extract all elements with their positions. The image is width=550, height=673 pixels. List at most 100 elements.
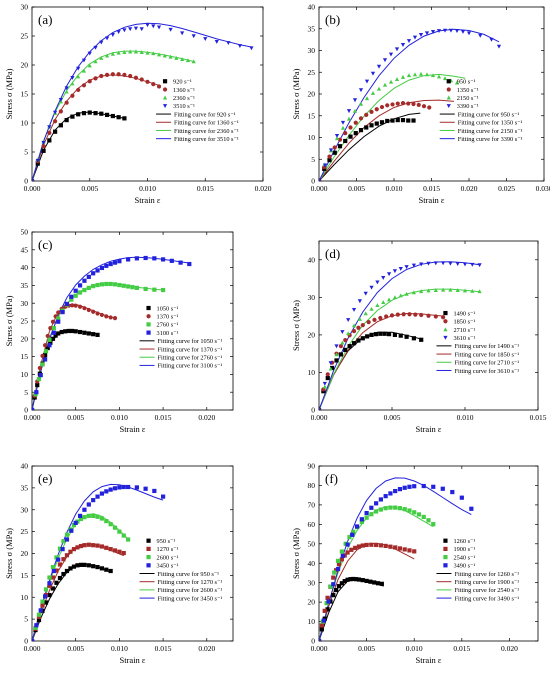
data-point <box>57 546 63 551</box>
data-point <box>356 577 362 582</box>
data-point <box>64 301 70 307</box>
data-point <box>99 491 105 496</box>
data-point <box>348 577 353 582</box>
data-point <box>339 549 344 554</box>
data-point <box>421 514 426 520</box>
data-point <box>400 118 406 123</box>
data-point <box>388 544 393 549</box>
legend-label: 1360 s⁻¹ <box>173 87 195 94</box>
data-point <box>87 63 92 68</box>
y-tick-label: 5 <box>311 155 315 164</box>
data-point <box>40 599 45 604</box>
data-point <box>121 550 126 556</box>
data-point <box>160 257 166 262</box>
data-point <box>86 563 91 568</box>
y-tick-label: 0 <box>311 177 315 186</box>
data-point <box>359 517 364 522</box>
x-tick-label: 0.015 <box>197 184 214 193</box>
data-point <box>353 120 358 125</box>
data-point <box>122 116 127 121</box>
data-point <box>328 361 333 366</box>
data-point <box>81 83 87 88</box>
data-point <box>47 125 52 130</box>
data-point <box>319 627 324 632</box>
legend-marker <box>446 79 451 84</box>
data-point <box>372 317 377 322</box>
data-point <box>151 82 156 87</box>
data-point <box>71 547 77 552</box>
y-tick-label: 10 <box>21 370 29 379</box>
data-point <box>412 510 417 515</box>
data-point <box>466 31 472 36</box>
legend-label: 2710 s⁻¹ <box>453 327 475 334</box>
legend-marker <box>146 305 151 311</box>
legend-marker <box>443 538 448 543</box>
data-point <box>87 110 92 115</box>
x-tick-label: 0.000 <box>24 413 41 422</box>
data-point <box>407 312 412 317</box>
data-point <box>369 332 374 337</box>
data-point <box>363 311 368 316</box>
x-tick-label: 0.010 <box>406 644 423 653</box>
legend-label: 1900 s⁻¹ <box>453 546 475 553</box>
legend-label: Fitting curve for 2710 s⁻¹ <box>454 360 519 367</box>
chart-panel-d: 0.000 0.005 0.010 0.015 0 10 20 30 40 Strain ε Str… <box>291 240 547 434</box>
data-point <box>431 484 436 489</box>
data-point <box>394 77 400 81</box>
legend-label: 2150 s⁻¹ <box>457 95 479 102</box>
x-tick-label: 0.000 <box>24 644 41 653</box>
y-tick-label: 25 <box>21 317 29 326</box>
data-point <box>433 261 438 266</box>
data-point <box>351 323 357 328</box>
data-point <box>50 336 56 341</box>
data-point <box>87 79 92 84</box>
data-point <box>91 332 96 337</box>
data-point <box>160 494 166 499</box>
data-point <box>126 257 131 262</box>
data-point <box>357 317 362 321</box>
data-point <box>462 262 468 267</box>
data-point <box>392 332 398 337</box>
data-point <box>358 101 364 106</box>
plot-frame <box>31 6 264 182</box>
data-point <box>36 612 42 617</box>
data-point <box>325 375 330 381</box>
data-point <box>412 72 418 77</box>
data-point <box>60 547 65 552</box>
data-point <box>418 33 424 37</box>
data-point <box>339 581 344 586</box>
x-tick-label: 0.020 <box>501 644 518 653</box>
y-tick-label: 20 <box>21 549 29 558</box>
data-point <box>325 372 330 377</box>
y-tick-label: 20 <box>21 61 29 70</box>
data-point <box>477 289 482 294</box>
data-point <box>340 125 346 130</box>
x-axis-label: Strain ε <box>416 424 442 434</box>
data-point <box>47 138 52 143</box>
data-point <box>64 118 69 123</box>
data-point <box>168 27 173 32</box>
data-point <box>351 341 357 346</box>
data-point <box>69 528 74 533</box>
data-point <box>108 281 113 287</box>
data-point <box>406 73 412 78</box>
data-point <box>374 542 379 548</box>
data-point <box>78 516 84 522</box>
legend-label: 1260 s⁻¹ <box>453 538 475 545</box>
data-point <box>81 58 87 63</box>
legend-label: Fitting curve for 3610 s⁻¹ <box>454 368 519 375</box>
y-tick-label: 50 <box>308 539 316 548</box>
data-point <box>325 607 330 612</box>
data-point <box>66 328 71 334</box>
data-point <box>133 26 139 31</box>
data-point <box>441 315 446 320</box>
data-point <box>370 91 376 95</box>
legend-marker <box>446 95 451 100</box>
legend-label: 2600 s⁻¹ <box>157 554 179 561</box>
y-axis-label: Stress σ (MPa) <box>291 528 301 579</box>
data-point <box>359 519 364 525</box>
data-point <box>411 336 416 341</box>
data-point <box>86 542 91 547</box>
data-point <box>76 66 81 71</box>
